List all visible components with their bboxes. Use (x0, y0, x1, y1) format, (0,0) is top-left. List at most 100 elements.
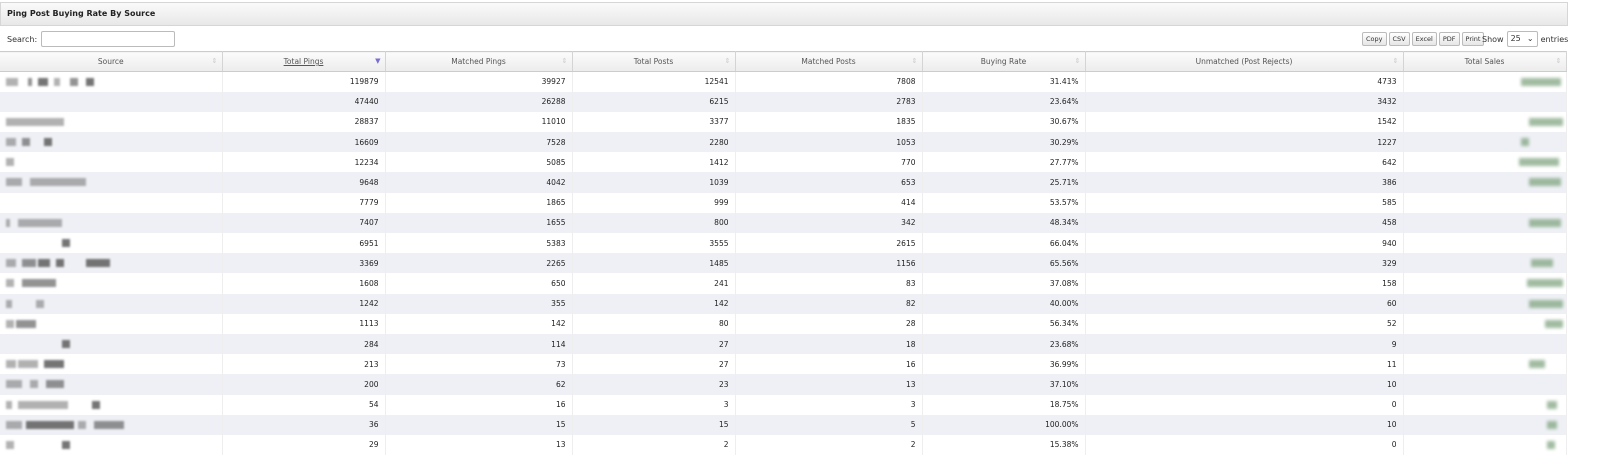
unmatched-cell: 329 (1085, 253, 1404, 274)
total-sales-cell (1403, 111, 1567, 133)
total-pings-cell: 3369 (222, 253, 386, 274)
total-posts-cell: 1412 (572, 152, 736, 173)
table-row[interactable]: 47440 26288 6215 2783 23.64% 3432 (0, 91, 1567, 112)
unmatched-cell: 386 (1085, 172, 1404, 193)
table-row[interactable]: 36 15 15 5 100.00% 10 (0, 414, 1567, 435)
matched-pings-cell: 13 (385, 434, 573, 456)
unmatched-cell: 1542 (1085, 111, 1404, 133)
table-row[interactable]: 54 16 3 3 18.75% 0 (0, 394, 1567, 415)
column-header-matched-pings[interactable]: Matched Pings ⇕ (385, 51, 573, 72)
total-sales-cell (1403, 253, 1567, 274)
show-label: Show (1482, 34, 1504, 44)
total-pings-cell: 12234 (222, 152, 386, 173)
table-row[interactable]: 200 62 23 13 37.10% 10 (0, 374, 1567, 395)
table-row[interactable]: 9648 4042 1039 653 25.71% 386 (0, 172, 1567, 193)
redacted-source-block (70, 78, 78, 86)
excel-button[interactable]: Excel (1411, 32, 1437, 46)
table-row[interactable]: 28837 11010 3377 1835 30.67% 1542 (0, 111, 1567, 133)
total-sales-cell (1403, 333, 1567, 355)
matched-pings-cell: 15 (385, 414, 573, 435)
table-row[interactable]: 7407 1655 800 342 48.34% 458 (0, 212, 1567, 233)
data-table: Source ⇕ Total Pings ▼ Matched Pings ⇕ Total P… (0, 51, 1567, 456)
source-cell (0, 434, 223, 456)
redacted-sales-block (1546, 400, 1557, 409)
column-header-unmatched-post-rejects[interactable]: Unmatched (Post Rejects) ⇕ (1085, 51, 1404, 72)
total-pings-cell: 16609 (222, 132, 386, 153)
total-pings-cell: 213 (222, 354, 386, 375)
csv-button[interactable]: CSV (1388, 32, 1410, 46)
sort-icon: ⇕ (1555, 57, 1562, 65)
source-cell (0, 374, 223, 395)
unmatched-cell: 3432 (1085, 91, 1404, 112)
matched-pings-cell: 7528 (385, 132, 573, 153)
redacted-source-block (22, 279, 56, 288)
table-row[interactable]: 12234 5085 1412 770 27.77% 642 (0, 152, 1567, 173)
unmatched-cell: 52 (1085, 313, 1404, 334)
column-header-buying-rate[interactable]: Buying Rate ⇕ (922, 51, 1086, 72)
search-input[interactable] (41, 31, 176, 47)
table-row[interactable]: 3369 2265 1485 1156 65.56% 329 (0, 253, 1567, 274)
buying-rate-cell: 66.04% (922, 233, 1086, 254)
source-cell (0, 394, 223, 415)
source-cell (0, 333, 223, 355)
matched-posts-cell: 653 (735, 172, 923, 193)
sort-icon: ⇕ (1074, 57, 1081, 65)
redacted-sales-block (1518, 158, 1559, 167)
total-pings-cell: 6951 (222, 233, 386, 254)
source-cell (0, 354, 223, 375)
table-row[interactable]: 1608 650 241 83 37.08% 158 (0, 273, 1567, 294)
redacted-sales-block (1546, 420, 1557, 429)
buying-rate-cell: 65.56% (922, 253, 1086, 274)
matched-pings-cell: 62 (385, 374, 573, 395)
matched-pings-cell: 11010 (385, 111, 573, 133)
column-header-total-posts[interactable]: Total Posts ⇕ (572, 51, 736, 72)
column-header-source[interactable]: Source ⇕ (0, 51, 223, 72)
redacted-source-block (56, 259, 64, 268)
table-row[interactable]: 213 73 27 16 36.99% 11 (0, 354, 1567, 375)
redacted-source-block (6, 117, 64, 126)
sort-desc-icon: ▼ (375, 57, 381, 65)
matched-pings-cell: 5383 (385, 233, 573, 254)
redacted-source-block (6, 178, 22, 187)
matched-posts-cell: 7808 (735, 71, 923, 92)
total-sales-cell (1403, 91, 1567, 112)
table-row[interactable]: 6951 5383 3555 2615 66.04% 940 (0, 233, 1567, 254)
table-row[interactable]: 16609 7528 2280 1053 30.29% 1227 (0, 132, 1567, 153)
redacted-source-block (30, 178, 86, 187)
table-row[interactable]: 119879 39927 12541 7808 31.41% 4733 (0, 71, 1567, 92)
column-header-label: Total Posts (633, 57, 674, 66)
column-header-total-sales[interactable]: Total Sales ⇕ (1403, 51, 1567, 72)
source-cell (0, 132, 223, 153)
total-pings-cell: 36 (222, 414, 386, 435)
total-posts-cell: 800 (572, 212, 736, 233)
redacted-source-block (6, 158, 14, 167)
buying-rate-cell: 15.38% (922, 434, 1086, 456)
total-posts-cell: 12541 (572, 71, 736, 92)
total-posts-cell: 1039 (572, 172, 736, 193)
table-row[interactable]: 1242 355 142 82 40.00% 60 (0, 293, 1567, 314)
redacted-sales-block (1546, 440, 1555, 449)
copy-button[interactable]: Copy (1362, 32, 1387, 46)
matched-posts-cell: 82 (735, 293, 923, 314)
table-row[interactable]: 7779 1865 999 414 53.57% 585 (0, 192, 1567, 213)
redacted-sales-block (1528, 178, 1561, 187)
panel-title: Ping Post Buying Rate By Source (0, 2, 1568, 26)
total-sales-cell (1403, 354, 1567, 375)
export-buttons: Copy CSV Excel PDF Print (1362, 32, 1485, 46)
redacted-source-block (6, 279, 14, 288)
table-row[interactable]: 29 13 2 2 15.38% 0 (0, 434, 1567, 456)
column-header-total-pings[interactable]: Total Pings ▼ (222, 51, 386, 72)
redacted-source-block (18, 360, 38, 369)
table-row[interactable]: 1113 142 80 28 56.34% 52 (0, 313, 1567, 334)
page-size-select[interactable]: 25 ⌄ (1506, 31, 1538, 47)
print-button[interactable]: Print (1461, 32, 1485, 46)
column-header-matched-posts[interactable]: Matched Posts ⇕ (735, 51, 923, 72)
pdf-button[interactable]: PDF (1438, 32, 1460, 46)
redacted-sales-block (1528, 360, 1545, 369)
table-row[interactable]: 284 114 27 18 23.68% 9 (0, 333, 1567, 355)
matched-posts-cell: 2615 (735, 233, 923, 254)
matched-posts-cell: 83 (735, 273, 923, 294)
redacted-sales-block (1526, 279, 1563, 288)
redacted-source-block (6, 259, 16, 268)
unmatched-cell: 0 (1085, 394, 1404, 415)
